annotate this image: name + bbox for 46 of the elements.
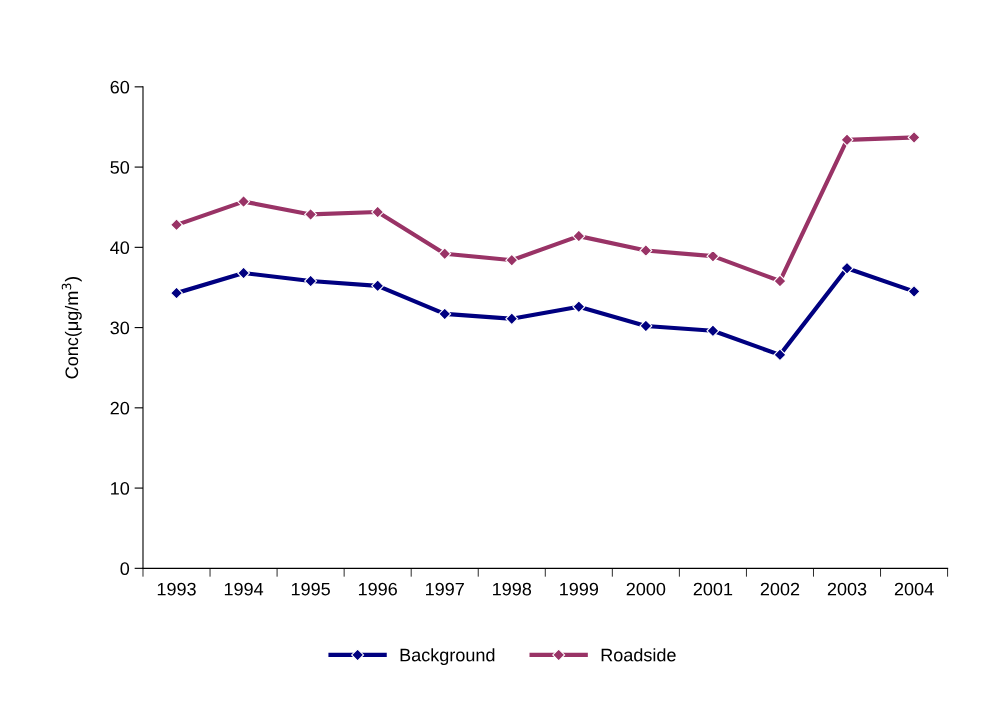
point [304, 274, 318, 288]
point [438, 307, 452, 321]
point [572, 229, 586, 243]
x-tick-label: 2000 [626, 582, 666, 596]
x-tick-label: 2004 [894, 582, 934, 596]
x-tick-label: 2002 [760, 582, 800, 596]
point [706, 249, 720, 263]
point [304, 207, 318, 221]
y-axis-title: Conc(μg/m$^{3}$) [61, 277, 82, 379]
point [706, 324, 720, 338]
x-tick-label: 2003 [827, 582, 867, 596]
y-tick-label: 50 [110, 161, 130, 174]
point [237, 195, 251, 209]
y-tick-label: 60 [110, 80, 130, 94]
point [438, 247, 452, 261]
y-tick-label: 20 [110, 401, 130, 415]
x-tick-label: 1995 [291, 582, 330, 596]
point [170, 286, 183, 300]
y-tick-label: 0 [120, 562, 130, 576]
point [371, 205, 385, 219]
point [572, 300, 586, 314]
x-tick-label: 2001 [693, 582, 733, 596]
point [907, 130, 921, 144]
point [639, 319, 653, 333]
point [773, 348, 787, 362]
point [639, 244, 653, 257]
x-tick-label: 1994 [224, 582, 264, 596]
point [170, 218, 183, 232]
point [840, 133, 854, 147]
legend-label: Roadside [601, 648, 676, 662]
point [773, 274, 787, 288]
y-tick-label: 40 [110, 241, 130, 255]
point [237, 266, 251, 280]
x-tick-label: 1998 [493, 582, 532, 596]
point [840, 261, 854, 275]
x-tick-label: 1993 [157, 582, 196, 596]
x-tick-label: 1999 [560, 582, 599, 596]
point [505, 312, 519, 326]
point [371, 279, 385, 293]
x-tick-label: 1996 [358, 582, 397, 596]
x-tick-label: 1997 [426, 582, 464, 596]
y-tick-label: 30 [110, 321, 130, 335]
point [505, 253, 519, 267]
point [907, 285, 921, 298]
legend-label: Background [400, 648, 495, 665]
y-tick-label: 10 [111, 482, 130, 495]
